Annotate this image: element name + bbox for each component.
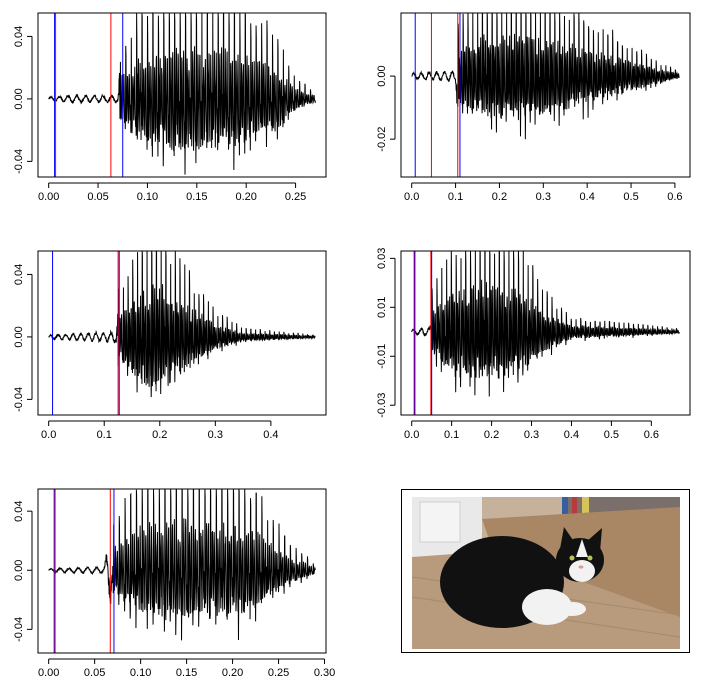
waveform-series-5-1 [48, 488, 316, 641]
x-tick-label-5-5: 0.20 [222, 667, 243, 679]
waveform-series-1-1 [48, 12, 316, 175]
plot-frame-4 [400, 250, 691, 416]
x-tick-label-4-7: 0.6 [644, 429, 659, 441]
x-tick-label-4-4: 0.3 [524, 429, 539, 441]
x-tick-label-5-3: 0.10 [130, 667, 151, 679]
x-tick-label-3-4: 0.3 [208, 429, 223, 441]
chart-panel-5: 0.00 0.05 0.10 0.15 0.20 0.25 0.30 -0.04 0.00 0.0… [13, 488, 335, 679]
waveform-series-4-1 [411, 250, 680, 397]
x-tick-label-1-2: 0.05 [87, 191, 108, 203]
y-tick-label-5-3: 0.04 [13, 500, 25, 521]
x-tick-label-3-1: 0.0 [41, 429, 56, 441]
y-tick-label-1-3: 0.04 [13, 26, 25, 47]
chart-panel-2: 0.0 0.1 0.2 0.3 0.4 0.5 0.6 -0.02 0.00 [376, 12, 691, 203]
x-tick-label-4-6: 0.5 [604, 429, 619, 441]
x-tick-label-1-6: 0.25 [285, 191, 306, 203]
y-tick-label-4-1: -0.03 [376, 393, 388, 418]
x-tick-label-2-1: 0.0 [404, 191, 419, 203]
chart-panel-3: 0.0 0.1 0.2 0.3 0.4 -0.04 0.00 0.04 [13, 250, 327, 441]
cat-photo [412, 497, 680, 649]
x-tick-label-4-5: 0.4 [564, 429, 579, 441]
x-tick-label-3-2: 0.1 [97, 429, 112, 441]
chart-panel-4: 0.0 0.1 0.2 0.3 0.4 0.5 0.6 -0.03 -0.01 0.01 0.03 [376, 248, 691, 441]
y-tick-label-4-4: 0.03 [376, 248, 388, 269]
x-tick-label-5-7: 0.30 [314, 667, 335, 679]
y-tick-label-4-3: 0.01 [376, 297, 388, 318]
waveform-series-2-1 [411, 12, 680, 140]
plot-frame-1 [37, 12, 327, 178]
x-tick-label-2-3: 0.2 [492, 191, 507, 203]
waveform-series-3-1 [48, 250, 316, 398]
x-tick-label-1-1: 0.00 [38, 191, 59, 203]
x-tick-label-3-5: 0.4 [263, 429, 278, 441]
x-tick-label-4-1: 0.0 [404, 429, 419, 441]
y-tick-label-3-3: 0.04 [13, 264, 25, 285]
x-tick-label-1-4: 0.15 [186, 191, 207, 203]
x-tick-label-5-1: 0.00 [38, 667, 59, 679]
y-tick-label-5-2: 0.00 [13, 560, 25, 581]
plot-frame-5 [37, 488, 327, 654]
y-tick-label-3-1: -0.04 [13, 387, 25, 412]
x-tick-label-4-2: 0.1 [444, 429, 459, 441]
x-tick-label-2-6: 0.5 [623, 191, 638, 203]
x-tick-label-3-3: 0.2 [152, 429, 167, 441]
plot-frame-3 [37, 250, 327, 416]
chart-panel-1: 0.00 0.05 0.10 0.15 0.20 0.25 -0.04 0.00 0.04 [13, 12, 327, 203]
y-tick-label-1-1: -0.04 [13, 149, 25, 174]
photo-panel [401, 489, 690, 653]
x-tick-label-2-4: 0.3 [536, 191, 551, 203]
x-tick-label-2-2: 0.1 [448, 191, 463, 203]
y-tick-label-2-1: -0.02 [376, 127, 388, 152]
x-tick-label-1-5: 0.20 [235, 191, 256, 203]
y-tick-label-2-2: 0.00 [376, 65, 388, 86]
x-tick-label-1-3: 0.10 [137, 191, 158, 203]
x-tick-label-5-2: 0.05 [84, 667, 105, 679]
x-tick-label-2-7: 0.6 [667, 191, 682, 203]
plot-frame-2 [400, 12, 691, 178]
y-tick-label-4-2: -0.01 [376, 344, 388, 369]
x-tick-label-4-3: 0.2 [484, 429, 499, 441]
y-tick-label-1-2: 0.00 [13, 88, 25, 109]
x-tick-label-5-4: 0.15 [176, 667, 197, 679]
y-tick-label-3-2: 0.00 [13, 326, 25, 347]
x-tick-label-2-5: 0.4 [580, 191, 595, 203]
cat-illustration [412, 497, 680, 649]
x-tick-label-5-6: 0.25 [268, 667, 289, 679]
y-tick-label-5-1: -0.04 [13, 617, 25, 642]
